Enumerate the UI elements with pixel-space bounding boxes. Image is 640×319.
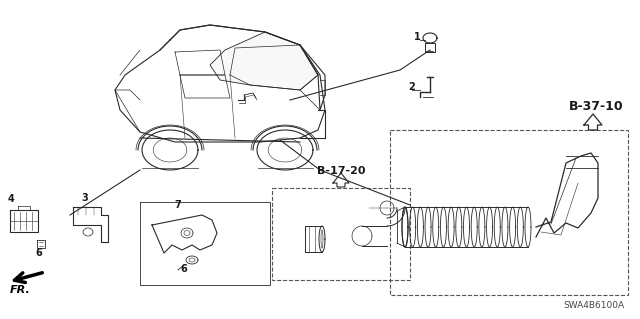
Text: 1: 1 [414, 32, 420, 42]
Text: B-17-20: B-17-20 [317, 166, 365, 176]
Text: 6: 6 [180, 264, 187, 274]
Text: 6: 6 [35, 248, 42, 258]
Bar [272, 188, 410, 280]
Text: 4: 4 [8, 194, 15, 204]
Text: 3: 3 [81, 193, 88, 203]
Polygon shape [210, 32, 318, 90]
Text: SWA4B6100A: SWA4B6100A [564, 301, 625, 310]
Text: FR.: FR. [10, 285, 30, 295]
Text: 2: 2 [408, 82, 415, 92]
Text: B-37-10: B-37-10 [568, 100, 623, 113]
Bar [390, 130, 628, 295]
Text: 7: 7 [174, 200, 180, 210]
